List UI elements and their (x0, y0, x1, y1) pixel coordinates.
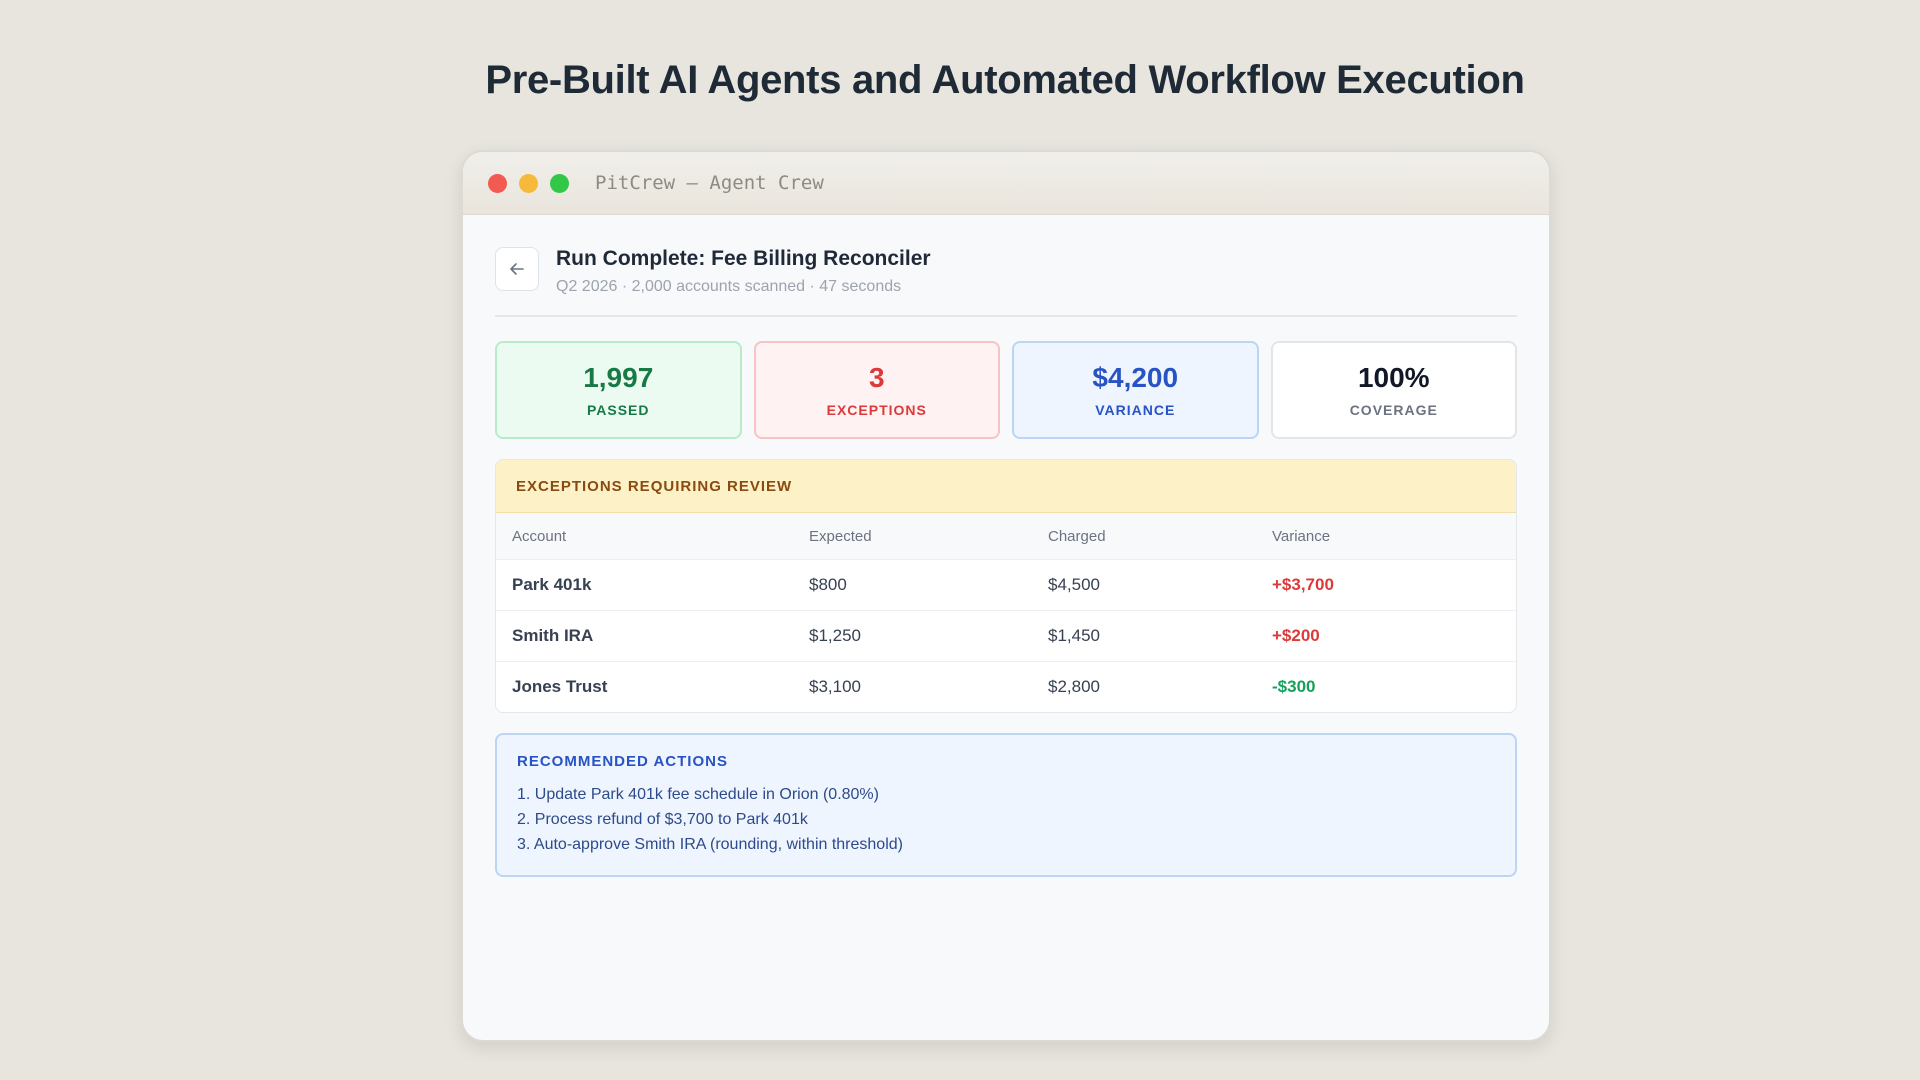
stats-row: 1,997 PASSED 3 EXCEPTIONS $4,200 VARIANC… (495, 341, 1517, 439)
stat-variance-value: $4,200 (1092, 362, 1179, 393)
action-item: 1. Update Park 401k fee schedule in Orio… (517, 786, 879, 803)
close-window-button[interactable] (488, 173, 507, 193)
run-title: Run Complete: Fee Billing Reconciler (556, 247, 931, 270)
action-item: 2. Process refund of $3,700 to Park 401k (517, 811, 808, 828)
run-header: Run Complete: Fee Billing Reconciler Q2 … (495, 215, 1517, 317)
table-header-row: Account Expected Charged Variance (496, 513, 1516, 560)
recommended-actions-header: RECOMMENDED ACTIONS (517, 753, 728, 770)
exceptions-header: EXCEPTIONS REQUIRING REVIEW (496, 460, 1516, 513)
column-header-variance: Variance (1271, 513, 1516, 560)
column-header-charged: Charged (1047, 513, 1271, 560)
stat-coverage-value: 100% (1357, 362, 1430, 393)
cell-variance: +$200 (1271, 610, 1516, 662)
table-row[interactable]: Jones Trust $3,100 $2,800 -$300 (496, 662, 1516, 713)
window-titlebar: PitCrew — Agent Crew (463, 152, 1549, 215)
exceptions-panel: EXCEPTIONS REQUIRING REVIEW Account Expe… (495, 459, 1517, 713)
cell-account: Smith IRA (496, 610, 808, 662)
main-content: Run Complete: Fee Billing Reconciler Q2 … (463, 215, 1549, 877)
column-header-expected: Expected (808, 513, 1047, 560)
stat-coverage: 100% COVERAGE (1270, 341, 1517, 439)
action-item: 3. Auto-approve Smith IRA (rounding, wit… (517, 836, 903, 853)
stat-passed-value: 1,997 (583, 362, 654, 393)
run-subtitle: Q2 2026 · 2,000 accounts scanned · 47 se… (556, 278, 902, 295)
cell-expected: $3,100 (809, 677, 861, 696)
app-window: PitCrew — Agent Crew Run Complete: Fee B… (461, 150, 1551, 1042)
table-row[interactable]: Smith IRA $1,250 $1,450 +$200 (496, 610, 1516, 662)
cell-account: Park 401k (496, 559, 808, 611)
stat-passed: 1,997 PASSED (495, 341, 742, 439)
cell-charged: $1,450 (1047, 610, 1271, 662)
stat-passed-label: PASSED (586, 402, 650, 418)
stat-exceptions: 3 EXCEPTIONS (753, 341, 1000, 439)
stat-variance: $4,200 VARIANCE (1012, 341, 1259, 439)
window-title: PitCrew — Agent Crew (595, 172, 824, 194)
cell-variance: +$3,700 (1271, 559, 1516, 611)
table-row[interactable]: Park 401k $800 $4,500 +$3,700 (496, 559, 1516, 611)
exceptions-table: Account Expected Charged Variance Park 4… (496, 513, 1516, 712)
run-info: Run Complete: Fee Billing Reconciler Q2 … (556, 247, 931, 296)
page-title: Pre-Built AI Agents and Automated Workfl… (485, 58, 1525, 102)
arrow-left-icon (510, 263, 524, 275)
back-button[interactable] (495, 247, 539, 291)
stat-coverage-label: COVERAGE (1349, 402, 1438, 418)
maximize-window-button[interactable] (550, 173, 569, 193)
stat-variance-label: VARIANCE (1095, 402, 1176, 418)
cell-variance: -$300 (1272, 677, 1316, 696)
cell-charged: $2,800 (1048, 677, 1100, 696)
stat-exceptions-label: EXCEPTIONS (826, 402, 927, 418)
recommended-actions-panel: RECOMMENDED ACTIONS 1. Update Park 401k … (495, 733, 1517, 877)
column-header-account: Account (496, 513, 808, 560)
cell-account: Jones Trust (512, 677, 608, 696)
cell-expected: $1,250 (808, 610, 1047, 662)
cell-expected: $800 (808, 559, 1047, 611)
stat-exceptions-value: 3 (868, 362, 885, 393)
cell-charged: $4,500 (1047, 559, 1271, 611)
minimize-window-button[interactable] (519, 173, 538, 193)
